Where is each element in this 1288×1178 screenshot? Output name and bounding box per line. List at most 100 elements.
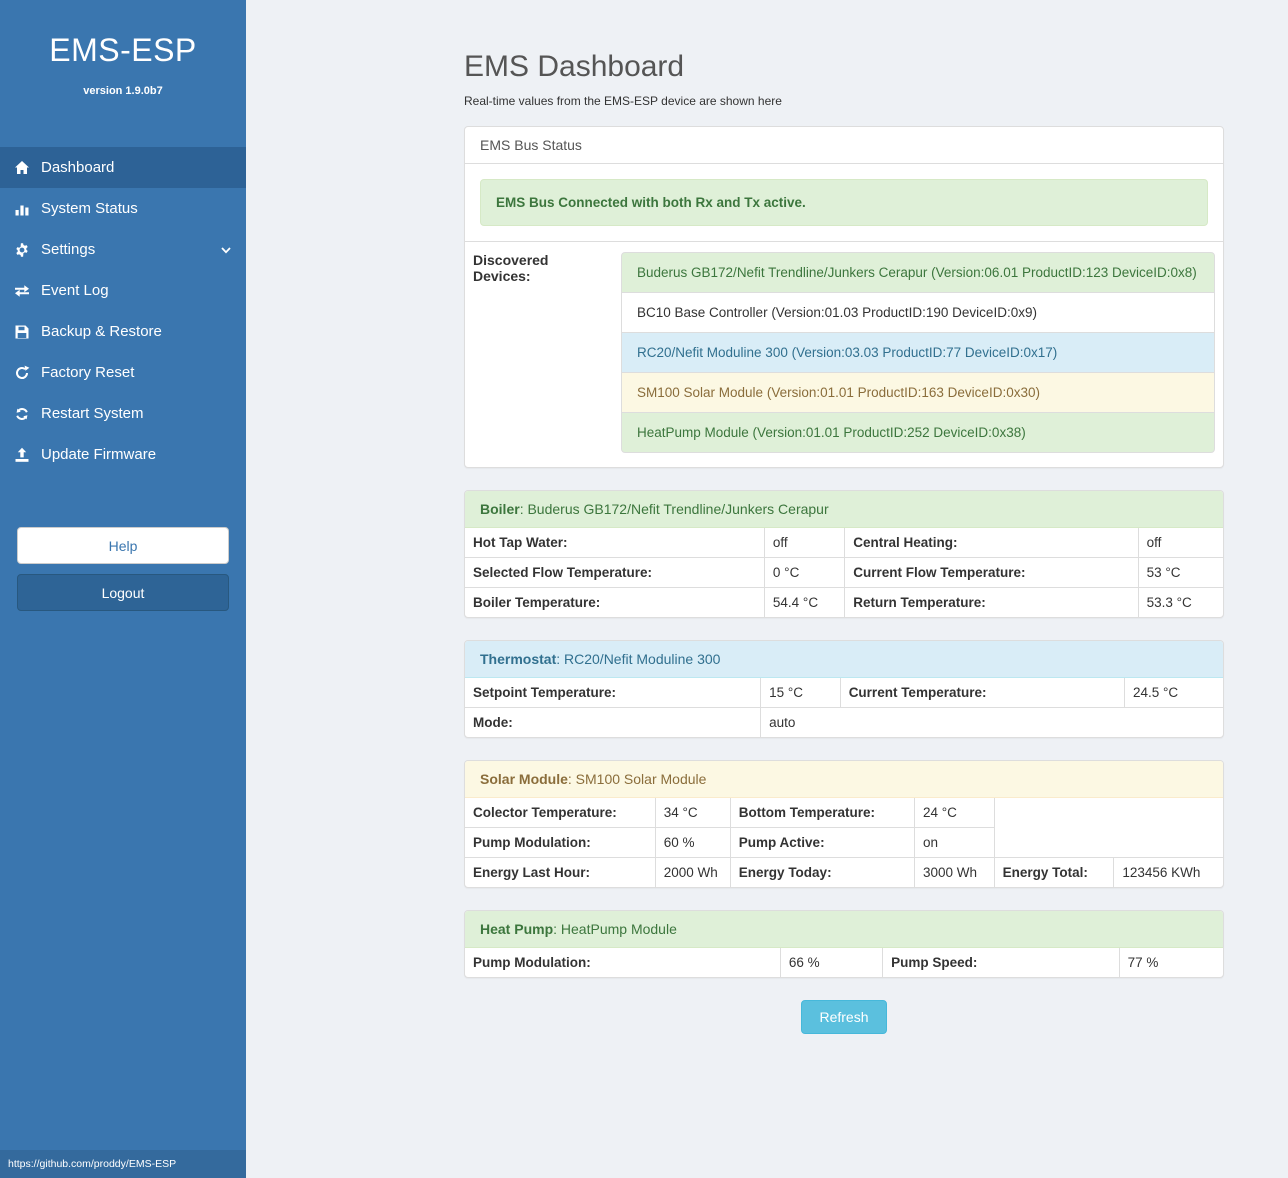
field-value: 15 °C xyxy=(760,677,841,708)
sidebar-item-label: Event Log xyxy=(41,282,109,299)
gear-icon xyxy=(14,242,30,258)
sidebar-item-dashboard[interactable]: Dashboard xyxy=(0,147,246,188)
thermostat-panel: Thermostat: RC20/Nefit Moduline 300 Setp… xyxy=(464,640,1224,738)
field-value: 66 % xyxy=(779,947,884,978)
discovered-devices-label: Discovered Devices: xyxy=(473,252,549,284)
solar-table: Colector Temperature: 34 °C Bottom Tempe… xyxy=(464,797,1224,888)
sidebar-item-label: System Status xyxy=(41,200,138,217)
table-row: Pump Modulation: 60 % Pump Active: on xyxy=(464,827,1223,858)
field-value: 2000 Wh xyxy=(654,857,731,888)
field-label: Current Temperature: xyxy=(839,677,1125,708)
field-value: 123456 KWh xyxy=(1113,857,1224,888)
heatpump-title: Heat Pump xyxy=(480,921,554,937)
field-label: Return Temperature: xyxy=(844,587,1139,618)
table-row: Energy Last Hour: 2000 Wh Energy Today: … xyxy=(464,857,1224,888)
sidebar-buttons: Help Logout xyxy=(17,527,229,611)
sidebar-nav: Dashboard System Status Settings Event L… xyxy=(0,147,246,475)
transfer-arrows-icon xyxy=(14,283,30,299)
heatpump-table: Pump Modulation: 66 % Pump Speed: 77 % xyxy=(464,947,1224,978)
field-value: 24 °C xyxy=(913,797,995,828)
sidebar-item-system-status[interactable]: System Status xyxy=(0,188,246,229)
boiler-table: Hot Tap Water: off Central Heating: off … xyxy=(464,527,1224,618)
thermostat-heading: Thermostat: RC20/Nefit Moduline 300 xyxy=(465,641,1223,678)
field-value: on xyxy=(913,827,995,858)
refresh-button[interactable]: Refresh xyxy=(801,1000,887,1034)
sidebar-item-label: Backup & Restore xyxy=(41,323,162,340)
table-row: Colector Temperature: 34 °C Bottom Tempe… xyxy=(464,797,1223,828)
field-label: Bottom Temperature: xyxy=(729,797,915,828)
app-title: EMS-ESP xyxy=(49,32,197,68)
field-label: Pump Modulation: xyxy=(464,947,781,978)
field-value: 0 °C xyxy=(763,557,846,588)
sidebar-item-factory-reset[interactable]: Factory Reset xyxy=(0,352,246,393)
sidebar-item-settings[interactable]: Settings xyxy=(0,229,246,270)
table-row: Pump Modulation: 66 % Pump Speed: 77 % xyxy=(464,947,1224,978)
discovered-devices-row: Discovered Devices: Buderus GB172/Nefit … xyxy=(465,241,1223,467)
sidebar-item-event-log[interactable]: Event Log xyxy=(0,270,246,311)
ems-bus-status-heading: EMS Bus Status xyxy=(465,127,1223,164)
table-row: Hot Tap Water: off Central Heating: off xyxy=(464,527,1224,558)
logout-button[interactable]: Logout xyxy=(17,574,229,611)
discovered-devices-list: Buderus GB172/Nefit Trendline/Junkers Ce… xyxy=(613,242,1223,467)
help-button[interactable]: Help xyxy=(17,527,229,564)
sidebar: EMS-ESP version 1.9.0b7 Dashboard System… xyxy=(0,0,246,1178)
boiler-title: Boiler xyxy=(480,501,520,517)
bar-chart-icon xyxy=(14,201,30,217)
field-label: Hot Tap Water: xyxy=(464,527,765,558)
field-label: Pump Speed: xyxy=(882,947,1120,978)
field-label: Central Heating: xyxy=(844,527,1139,558)
sidebar-item-label: Factory Reset xyxy=(41,364,135,381)
field-label: Current Flow Temperature: xyxy=(844,557,1139,588)
boiler-panel: Boiler: Buderus GB172/Nefit Trendline/Ju… xyxy=(464,490,1224,618)
field-label: Setpoint Temperature: xyxy=(464,677,762,708)
refresh-row: Refresh xyxy=(464,1000,1224,1034)
field-label: Pump Active: xyxy=(729,827,915,858)
field-value: auto xyxy=(760,707,1224,738)
list-item: RC20/Nefit Moduline 300 (Version:03.03 P… xyxy=(621,332,1215,373)
sidebar-item-backup-restore[interactable]: Backup & Restore xyxy=(0,311,246,352)
field-value: 3000 Wh xyxy=(913,857,995,888)
bus-connected-alert: EMS Bus Connected with both Rx and Tx ac… xyxy=(480,179,1208,226)
table-row: Selected Flow Temperature: 0 °C Current … xyxy=(464,557,1224,588)
solar-heading: Solar Module: SM100 Solar Module xyxy=(465,761,1223,798)
field-value: 24.5 °C xyxy=(1123,677,1224,708)
field-label: Mode: xyxy=(464,707,762,738)
list-item: BC10 Base Controller (Version:01.03 Prod… xyxy=(621,292,1215,333)
page-title: EMS Dashboard xyxy=(464,50,685,83)
table-row: Boiler Temperature: 54.4 °C Return Tempe… xyxy=(464,587,1224,618)
field-label: Boiler Temperature: xyxy=(464,587,765,618)
main-area: EMS Dashboard Real-time values from the … xyxy=(246,0,1288,1178)
field-label: Energy Today: xyxy=(729,857,915,888)
field-label: Colector Temperature: xyxy=(464,797,656,828)
thermostat-table: Setpoint Temperature: 15 °C Current Temp… xyxy=(464,677,1224,738)
sidebar-item-label: Update Firmware xyxy=(41,446,157,463)
ems-bus-status-panel: EMS Bus Status EMS Bus Connected with bo… xyxy=(464,126,1224,468)
sidebar-item-update-firmware[interactable]: Update Firmware xyxy=(0,434,246,475)
field-value: 60 % xyxy=(654,827,731,858)
table-row: Setpoint Temperature: 15 °C Current Temp… xyxy=(464,677,1224,708)
thermostat-device-name: : RC20/Nefit Moduline 300 xyxy=(556,651,721,667)
sidebar-item-restart-system[interactable]: Restart System xyxy=(0,393,246,434)
solar-device-name: : SM100 Solar Module xyxy=(567,771,707,787)
dashboard-content: EMS Dashboard Real-time values from the … xyxy=(464,50,1224,1034)
heat-pump-panel: Heat Pump: HeatPump Module Pump Modulati… xyxy=(464,910,1224,978)
field-value: 54.4 °C xyxy=(763,587,846,618)
list-item: SM100 Solar Module (Version:01.01 Produc… xyxy=(621,372,1215,413)
github-link[interactable]: https://github.com/proddy/EMS-ESP xyxy=(0,1150,246,1178)
field-value: 77 % xyxy=(1118,947,1224,978)
list-item: Buderus GB172/Nefit Trendline/Junkers Ce… xyxy=(621,252,1215,293)
boiler-heading: Boiler: Buderus GB172/Nefit Trendline/Ju… xyxy=(465,491,1223,528)
sidebar-item-label: Restart System xyxy=(41,405,144,422)
field-value: off xyxy=(1137,527,1224,558)
field-value: 34 °C xyxy=(654,797,731,828)
table-row: Mode: auto xyxy=(464,707,1224,738)
solar-module-panel: Solar Module: SM100 Solar Module Colecto… xyxy=(464,760,1224,888)
field-label: Energy Last Hour: xyxy=(464,857,656,888)
field-label: Pump Modulation: xyxy=(464,827,656,858)
chevron-down-icon xyxy=(220,244,232,256)
sidebar-header: EMS-ESP version 1.9.0b7 xyxy=(0,0,246,97)
list-item: HeatPump Module (Version:01.01 ProductID… xyxy=(621,412,1215,453)
page-subtitle: Real-time values from the EMS-ESP device… xyxy=(464,94,782,108)
app-version: version 1.9.0b7 xyxy=(83,85,163,97)
field-label: Energy Total: xyxy=(993,857,1115,888)
